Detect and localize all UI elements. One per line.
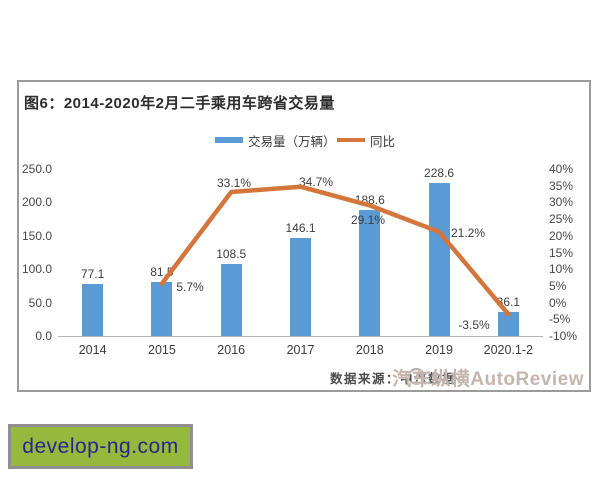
volume-bar [359, 210, 381, 336]
data-source-note: 数据来源：中汽数据 [330, 372, 457, 386]
line-series-swatch [337, 138, 365, 142]
left-axis-tick: 0.0 [35, 329, 52, 343]
right-axis-tick: 30% [549, 195, 574, 210]
bar-value-label: 36.1 [496, 294, 521, 309]
right-axis-tick: 35% [549, 178, 574, 193]
x-axis-label: 2020.1-2 [483, 343, 534, 357]
volume-bar [220, 263, 242, 336]
bar-value-label: 81.5 [150, 264, 174, 279]
volume-bar [497, 311, 519, 336]
bar-value-label: 108.5 [216, 246, 247, 261]
site-badge: develop-ng.com [8, 424, 193, 469]
bar-value-label: 228.6 [424, 166, 455, 181]
bar-value-label: 77.1 [80, 267, 105, 282]
bar-value-label: 146.1 [285, 221, 316, 236]
legend-label-volume: 交易量（万辆） [248, 134, 336, 149]
bar-series-swatch [215, 137, 243, 143]
left-axis-tick: 200.0 [21, 195, 52, 210]
right-axis-tick: 0% [549, 295, 567, 310]
x-axis-label: 2015 [148, 343, 176, 357]
bar-value-label: 188.6 [354, 193, 385, 207]
legend-item-volume: 交易量（万辆） [215, 131, 336, 149]
yoy-percent-label: 33.1% [216, 176, 252, 190]
x-axis-label: 2018 [355, 343, 384, 357]
watermark-text: 汽车纵横AutoReview [392, 369, 584, 390]
right-axis-tick: 5% [549, 278, 567, 293]
yoy-percent-label: -3.5% [458, 318, 490, 332]
right-axis-tick: -5% [549, 312, 571, 327]
legend-item-yoy: 同比 [337, 131, 395, 149]
right-axis-tick: 25% [549, 212, 574, 227]
right-axis-tick: 10% [549, 262, 574, 277]
right-axis-tick: -10% [549, 329, 578, 343]
left-axis-tick: 250.0 [21, 162, 52, 176]
left-axis-tick: 50.0 [28, 295, 52, 310]
left-axis-tick: 100.0 [21, 262, 52, 277]
x-axis-line [58, 336, 543, 337]
yoy-percent-label: 21.2% [450, 226, 486, 240]
x-axis-label: 2019 [425, 343, 453, 357]
x-axis-label: 2017 [286, 343, 315, 357]
chart-title: 图6：2014-2020年2月二手乘用车跨省交易量 [24, 95, 335, 112]
x-axis-label: 2016 [217, 343, 246, 357]
yoy-percent-label: 5.7% [176, 280, 204, 294]
yoy-percent-label: 34.7% [298, 175, 334, 189]
x-axis-label: 2014 [78, 343, 107, 357]
volume-bar [82, 284, 104, 336]
right-axis-tick: 15% [549, 245, 574, 260]
yoy-percent-label: 29.1% [350, 213, 386, 227]
right-axis-tick: 20% [549, 228, 574, 243]
volume-bar [290, 238, 311, 336]
legend: 交易量（万辆） 同比 [0, 131, 600, 149]
volume-bar [428, 183, 450, 336]
watermark-logo-icon [408, 368, 425, 385]
left-axis-tick: 150.0 [21, 228, 52, 243]
legend-label-yoy: 同比 [370, 134, 396, 149]
right-axis-tick: 40% [549, 162, 574, 176]
site-badge-text: develop-ng.com [22, 434, 179, 458]
